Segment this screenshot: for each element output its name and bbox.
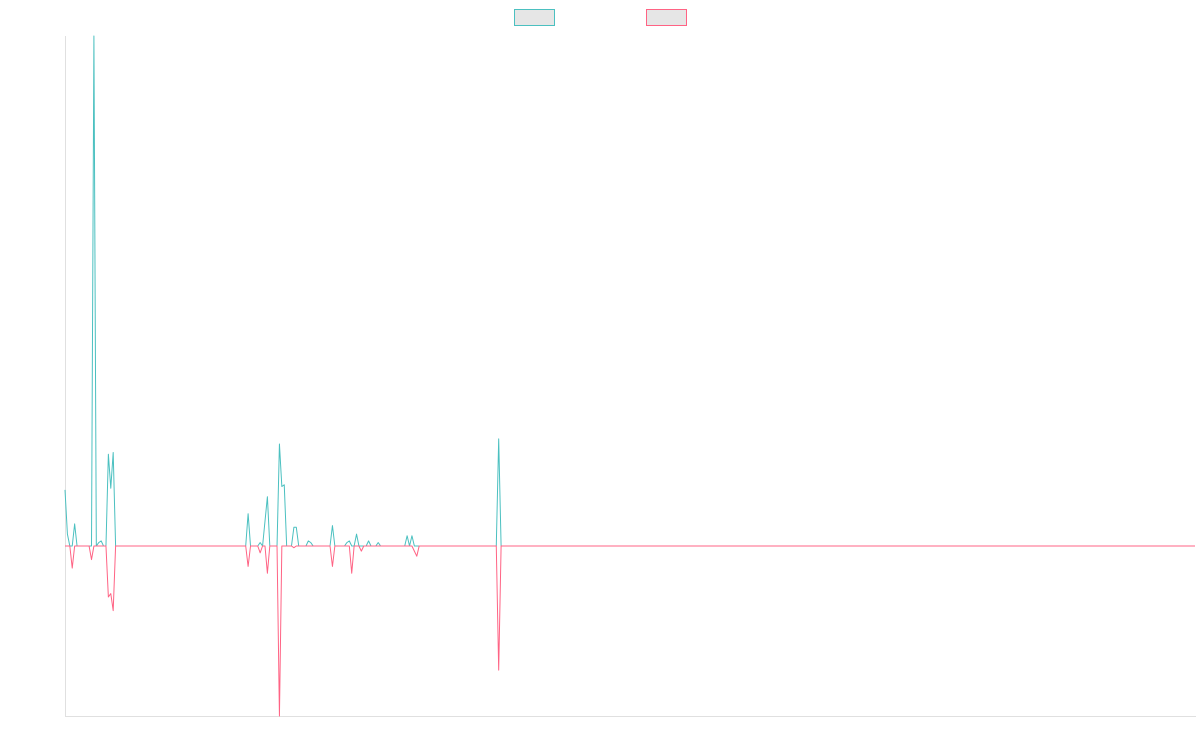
legend-item-a[interactable]: [514, 9, 555, 26]
legend-swatch-b: [646, 9, 687, 26]
series-line-a: [64, 35, 1195, 547]
series-layer: [64, 35, 1195, 717]
legend-item-b[interactable]: [646, 9, 687, 26]
series-line-b: [65, 545, 1195, 717]
chart-legend[interactable]: [514, 9, 687, 26]
legend-swatch-a: [514, 9, 555, 26]
